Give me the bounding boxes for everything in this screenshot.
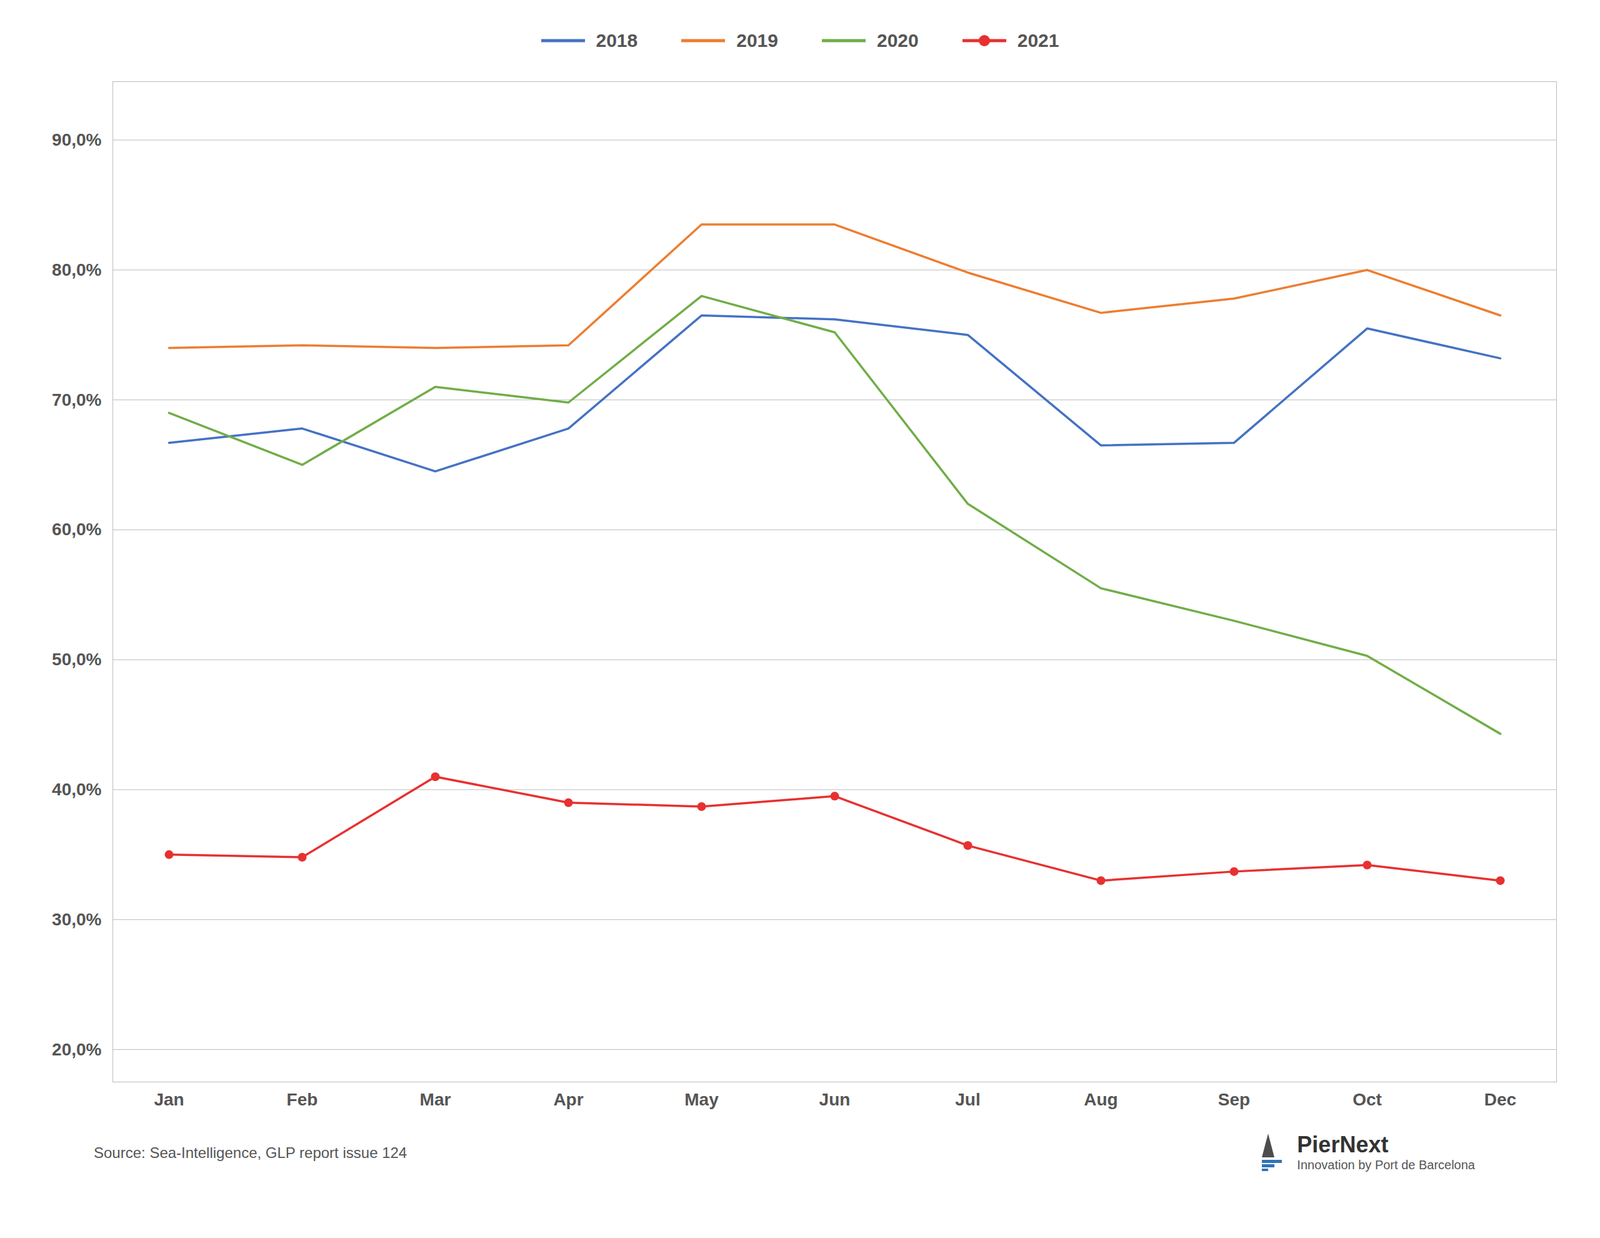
svg-text:Dec: Dec [1484, 1089, 1517, 1109]
svg-text:Feb: Feb [286, 1089, 319, 1109]
html-text:2020: 2020 [876, 30, 919, 51]
html-text:2018: 2018 [595, 30, 638, 51]
svg-text:80,0%: 80,0% [51, 260, 102, 280]
svg-text:70,0%: 70,0% [51, 390, 102, 410]
svg-text:Aug: Aug [1083, 1089, 1118, 1109]
html-text:2019: 2019 [736, 30, 779, 51]
svg-text:90,0%: 90,0% [51, 130, 102, 150]
svg-text:50,0%: 50,0% [51, 649, 102, 669]
svg-text:Jul: Jul [955, 1089, 980, 1109]
svg-text:Mar: Mar [420, 1089, 452, 1109]
html-text:2021: 2021 [1017, 30, 1060, 51]
svg-text:40,0%: 40,0% [51, 779, 102, 799]
svg-text:Apr: Apr [553, 1089, 584, 1109]
html-text:Source: Sea-Intelligence, GLP: Source: Sea-Intelligence, GLP report iss… [93, 1143, 407, 1161]
svg-text:60,0%: 60,0% [51, 519, 102, 539]
svg-text:20,0%: 20,0% [51, 1039, 102, 1059]
svg-text:30,0%: 30,0% [51, 909, 102, 929]
svg-text:May: May [684, 1089, 719, 1109]
html-text:PierNext: PierNext [1297, 1131, 1389, 1157]
svg-text:Jun: Jun [819, 1089, 851, 1109]
svg-text:Jan: Jan [153, 1089, 184, 1109]
svg-text:Oct: Oct [1352, 1089, 1382, 1109]
html-text:Innovation by Port de Barcelon: Innovation by Port de Barcelona [1297, 1157, 1475, 1172]
svg-text:Sep: Sep [1218, 1089, 1250, 1109]
